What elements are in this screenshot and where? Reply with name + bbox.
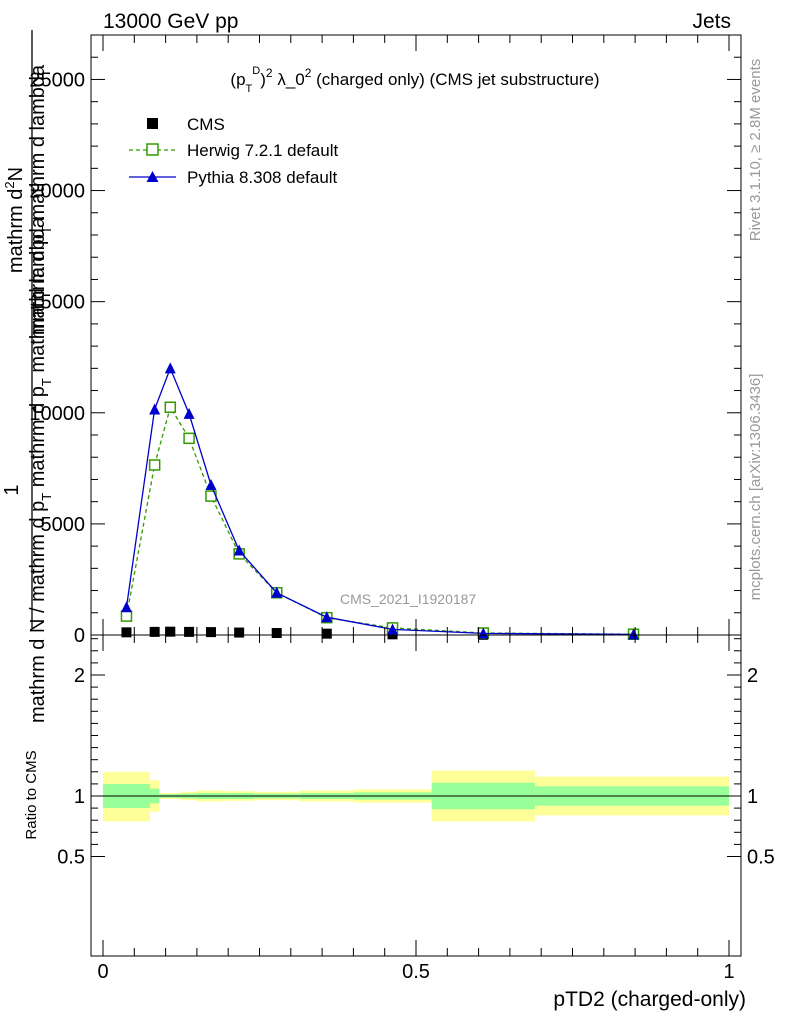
pythia-point <box>183 407 195 419</box>
pythia-point <box>387 623 399 635</box>
cms-point <box>234 627 245 638</box>
x-tick-label: 0.5 <box>402 961 430 983</box>
ratio-y-tick-label: 0.5 <box>57 847 85 869</box>
legend: CMS Herwig 7.2.1 default Pythia 8.308 de… <box>129 115 338 187</box>
rivet-note: Rivet 3.1.10, ≥ 2.8M events <box>747 59 764 242</box>
mcplots-note: mcplots.cern.ch [arXiv:1306.3436] <box>747 374 764 601</box>
main-panel: 0 5000 10000 15000 20000 25000 (pTD)2 λ_02 (c… <box>1 30 764 723</box>
legend-herwig-marker <box>146 143 159 156</box>
ratio-y-tick-label: 1 <box>74 786 85 808</box>
pythia-point <box>477 627 489 639</box>
ratio-y-tick-label-right: 2 <box>747 665 758 687</box>
main-y-tick-label: 25000 <box>29 69 85 91</box>
cms-point <box>184 626 195 637</box>
main-y-tick-label: 5000 <box>41 514 86 536</box>
herwig-point <box>183 432 195 445</box>
pythia-point <box>164 362 176 374</box>
header-left: 13000 GeV pp <box>103 10 238 33</box>
legend-pythia-marker <box>146 171 159 182</box>
legend-cms-marker <box>147 118 158 129</box>
cms-point <box>165 626 176 637</box>
pythia-point <box>205 479 217 490</box>
y-label-numerator: mathrm d2N <box>2 167 27 273</box>
cms-point <box>321 628 332 639</box>
main-title: (pTD)2 λ_02 (charged only) (CMS jet subs… <box>230 65 599 95</box>
herwig-point <box>120 610 133 622</box>
y-label-one: 1 <box>1 484 23 495</box>
main-y-axis: 0 5000 10000 15000 20000 25000 <box>29 56 741 647</box>
cms-point <box>121 627 132 638</box>
cms-point <box>205 627 216 638</box>
ratio-y-tick-label-right: 0.5 <box>747 847 775 869</box>
legend-herwig-label: Herwig 7.2.1 default <box>187 141 338 160</box>
herwig-point <box>164 401 177 413</box>
ratio-y-tick-label: 2 <box>74 665 85 687</box>
watermark: CMS_2021_I1920187 <box>340 591 476 607</box>
pythia-point <box>120 601 132 613</box>
legend-pythia-label: Pythia 8.308 default <box>187 168 338 187</box>
x-tick-label: 0 <box>97 961 108 983</box>
main-y-tick-label: 10000 <box>29 403 85 425</box>
herwig-line <box>125 405 634 635</box>
ratio-panel: 0.5 0.51 12 2 0 0.5 1 Ratio to CMS pTD2 (char… <box>23 35 775 1011</box>
herwig-point <box>148 459 161 471</box>
pythia-point <box>321 611 333 623</box>
pythia-point <box>628 628 640 640</box>
header-right: Jets <box>692 10 731 33</box>
cms-point <box>271 628 282 638</box>
ratio-y-tick-label-right: 1 <box>747 786 758 808</box>
ratio-y-axis: 0.5 0.5 1 1 2 2 <box>57 638 775 869</box>
pythia-point <box>149 403 161 415</box>
legend-cms-label: CMS <box>187 115 225 134</box>
x-axis: 0 0.5 1 <box>97 35 735 983</box>
ratio-y-label: Ratio to CMS <box>23 750 40 839</box>
main-series <box>120 362 640 640</box>
x-axis-label: pTD2 (charged-only) <box>553 988 746 1011</box>
main-y-tick-label: 20000 <box>29 181 85 203</box>
x-tick-label: 1 <box>723 961 734 983</box>
pythia-point <box>271 586 283 598</box>
main-y-label: mathrm d2N mathrm d pT mathrm d lambda 1… <box>1 30 54 723</box>
pythia-point <box>233 544 245 556</box>
main-y-tick-label: 0 <box>74 625 85 647</box>
main-y-tick-label: 15000 <box>29 292 85 314</box>
cms-point <box>149 626 160 637</box>
